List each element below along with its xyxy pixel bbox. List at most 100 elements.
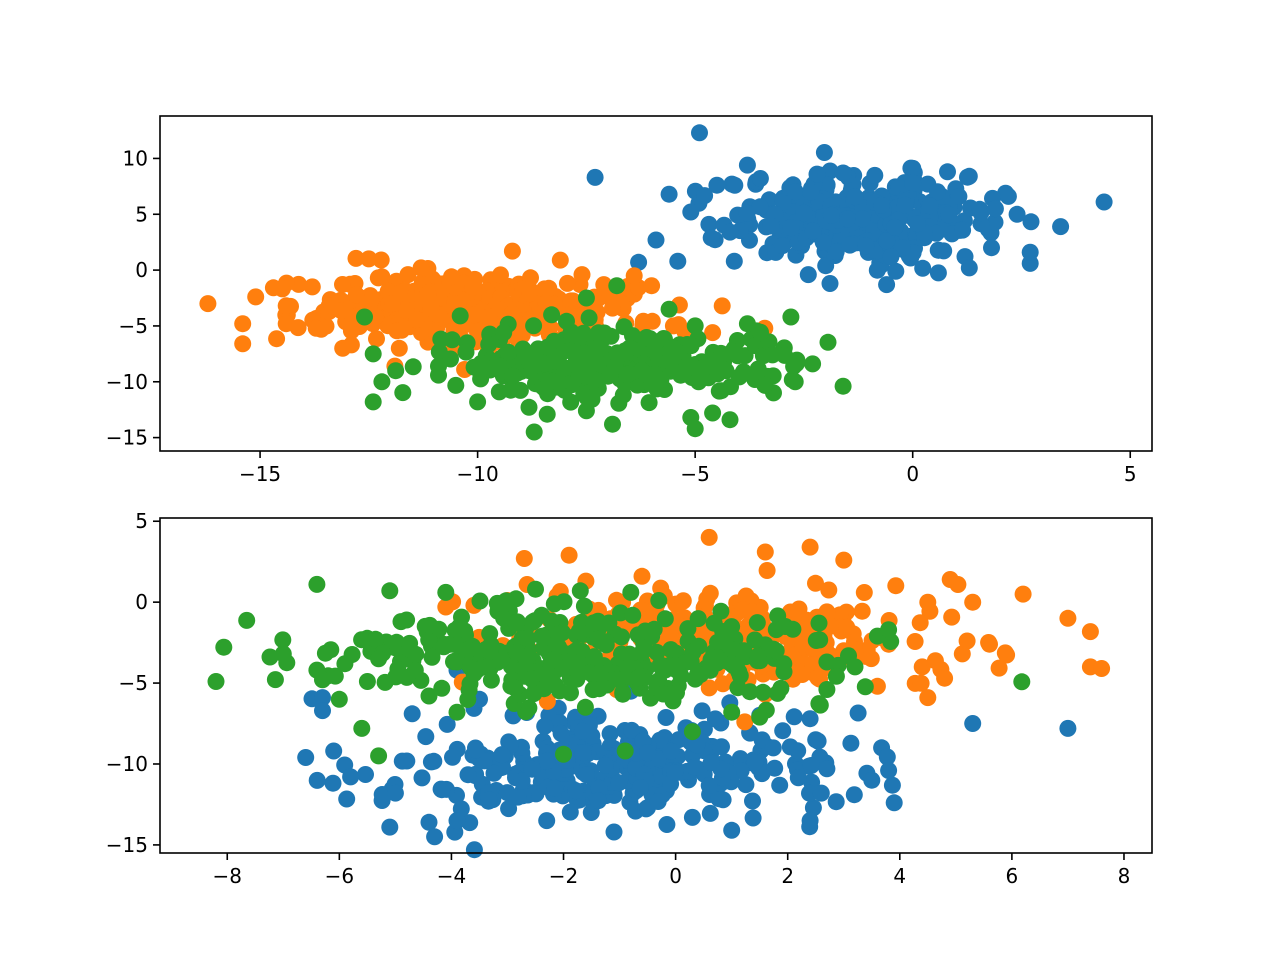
y-tick-label: 0 [135, 590, 148, 614]
y-tick-label: −15 [106, 426, 148, 450]
scatter-point [669, 252, 687, 270]
scatter-point [399, 266, 417, 284]
scatter-point [808, 165, 826, 183]
scatter-point [277, 297, 295, 315]
scatter-point [710, 790, 728, 808]
scatter-point [562, 393, 580, 411]
scatter-point [538, 405, 556, 423]
scatter-point [381, 818, 399, 836]
scatter-point [308, 575, 326, 593]
scatter-point [834, 377, 852, 395]
scatter-point [820, 581, 838, 599]
scatter-point [702, 754, 720, 772]
scatter-point [689, 610, 707, 628]
scatter-point [485, 764, 503, 782]
scatter-point [471, 592, 489, 610]
scatter-point [390, 339, 408, 357]
scatter-point [623, 721, 641, 739]
scatter-point [238, 611, 256, 629]
scatter-point [841, 236, 859, 254]
y-tick-label: 0 [135, 258, 148, 282]
scatter-point [608, 670, 626, 688]
scatter-point [472, 354, 490, 372]
scatter-point [684, 643, 702, 661]
scatter-point [334, 276, 351, 293]
scatter-point [737, 776, 755, 794]
scatter-point [774, 193, 792, 211]
scatter-point [723, 821, 741, 839]
scatter-point [683, 808, 701, 826]
scatter-point [774, 722, 792, 740]
scatter-point [904, 159, 922, 177]
scatter-point [662, 742, 680, 760]
scatter-point [652, 371, 670, 388]
scatter-point [610, 394, 628, 412]
scatter-point [958, 632, 976, 650]
scatter-point [882, 248, 900, 266]
scatter-point [645, 620, 663, 638]
scatter-point [381, 582, 399, 600]
scatter-point [950, 188, 968, 205]
scatter-point [822, 206, 840, 224]
y-tick-label: −10 [106, 370, 148, 394]
scatter-point [954, 221, 972, 239]
scatter-point [465, 841, 483, 859]
scatter-point [786, 373, 804, 391]
scatter-point [437, 598, 455, 616]
scatter-point [539, 338, 557, 356]
scatter-point [394, 384, 412, 402]
scatter-point [422, 299, 440, 317]
y-tick-label: 5 [135, 202, 148, 226]
scatter-point [364, 393, 382, 411]
scatter-point [998, 646, 1016, 664]
scatter-point [515, 550, 533, 567]
scatter-point [585, 614, 603, 632]
scatter-point [906, 633, 924, 650]
scatter-point [724, 641, 742, 659]
scatter-point [570, 622, 588, 640]
scatter-point [960, 259, 978, 277]
scatter-point [730, 368, 748, 386]
scatter-point [722, 655, 740, 673]
scatter-point [856, 678, 874, 696]
scatter-point [738, 315, 756, 333]
scatter-point [324, 774, 342, 792]
scatter-point [701, 351, 719, 369]
scatter-point [691, 124, 708, 142]
scatter-point [846, 658, 864, 676]
scatter-point [793, 666, 811, 683]
scatter-point [360, 250, 378, 268]
scatter-point [769, 607, 787, 625]
scatter-point [674, 592, 692, 610]
scatter-point [273, 280, 291, 298]
scatter-point [919, 689, 937, 707]
scatter-point [639, 744, 657, 762]
scatter-point [586, 168, 604, 186]
scatter-point [523, 760, 541, 778]
scatter-point [801, 710, 819, 728]
scatter-point [775, 663, 793, 681]
scatter-point [372, 251, 390, 269]
scatter-point [660, 185, 678, 203]
scatter-point [818, 176, 836, 194]
scatter-point [435, 638, 453, 656]
scatter-point [425, 752, 443, 770]
scatter-point [782, 308, 800, 326]
scatter-point [247, 288, 265, 306]
scatter-point [821, 162, 839, 180]
scatter-point [437, 583, 455, 601]
scatter-point [724, 342, 742, 360]
scatter-point [608, 344, 626, 362]
scatter-point [401, 634, 419, 652]
scatter-point [595, 276, 613, 294]
scatter-point [538, 752, 556, 770]
scatter-point [654, 685, 672, 703]
scatter-point [495, 324, 513, 342]
scatter-point [481, 642, 499, 660]
scatter-point [342, 768, 360, 786]
scatter-point [368, 330, 385, 348]
scatter-point [667, 656, 685, 674]
scatter-point [756, 376, 774, 394]
scatter-point [683, 723, 701, 741]
scatter-point [445, 653, 462, 671]
